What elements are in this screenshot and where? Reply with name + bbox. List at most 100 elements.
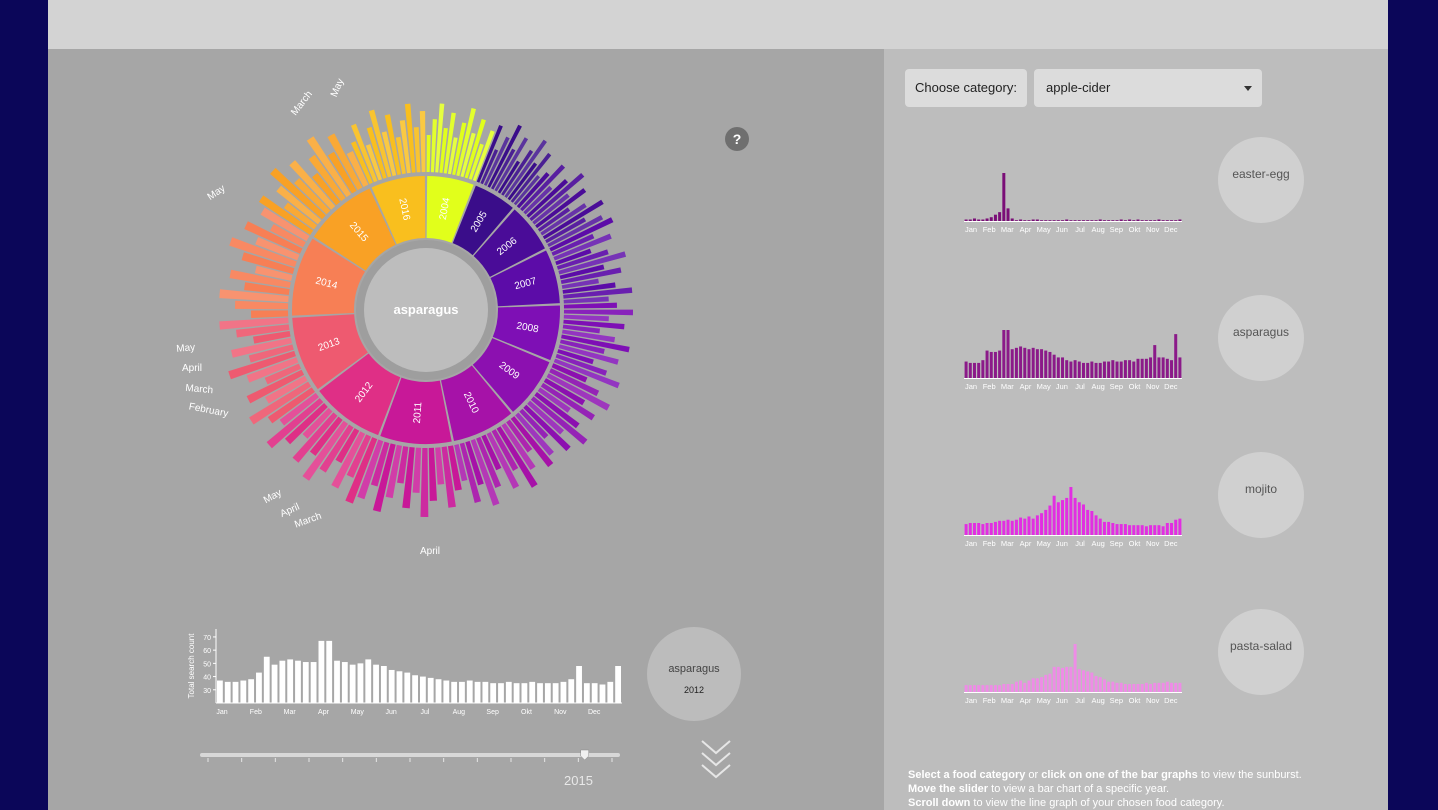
year-chart-bar: [513, 683, 520, 703]
mini-chart-mojito[interactable]: Jan Feb Mar Apr May Jun Jul Aug Sep Okt Nov Dec: [954, 451, 1194, 561]
mini-chart-easter-egg[interactable]: Jan Feb Mar Apr May Jun Jul Aug Sep Okt Nov Dec: [954, 137, 1194, 247]
sunburst-month-segment: [395, 136, 406, 175]
mini-chart-bar: [1073, 360, 1077, 378]
mini-chart-bar: [1136, 219, 1140, 221]
mini-chart-bar: [1170, 682, 1174, 692]
mini-chart-bar: [1111, 681, 1115, 692]
mini-chart-bar: [1052, 495, 1056, 535]
mini-chart-bar: [1111, 360, 1115, 378]
sunburst-month-segment: [351, 141, 373, 185]
mini-chart-bar: [1119, 682, 1123, 692]
mini-chart-bar: [1048, 220, 1052, 221]
mini-chart-bar: [1052, 354, 1056, 378]
mini-chart-bar: [1002, 330, 1006, 378]
year-chart-month-label: Feb: [250, 709, 262, 716]
food-circle-mojito[interactable]: mojito: [1218, 452, 1304, 538]
year-summary-food: asparagus: [668, 663, 720, 675]
help-button[interactable]: ?: [725, 127, 749, 151]
mini-chart-bar: [1073, 497, 1077, 535]
sunburst-month-segment: [556, 249, 609, 270]
year-chart-bar: [560, 681, 567, 703]
app-window: 2004 2005 2006 2007 2008 2009 2010 2011 2012 2013…: [48, 0, 1388, 810]
sunburst-month-segment: [513, 174, 540, 206]
sunburst-month-segment: [456, 108, 476, 177]
food-circle-pasta-salad[interactable]: pasta-salad: [1218, 609, 1304, 695]
mini-chart-bar: [1115, 220, 1119, 221]
sunburst-month-segment: [404, 103, 416, 173]
sunburst-month-segment: [308, 154, 346, 202]
mini-chart-bar: [1132, 361, 1136, 378]
sunburst-month-segment: [276, 185, 322, 225]
sunburst-month-segment: [264, 363, 302, 385]
mini-chart-bar: [1027, 349, 1031, 378]
year-chart-ytick-label: 40: [203, 675, 211, 682]
year-chart-bar: [240, 680, 247, 703]
mini-chart-month-label: Feb: [983, 225, 996, 234]
mini-chart-month-label: Mar: [1001, 225, 1014, 234]
sunburst-month-segment: [506, 419, 533, 453]
mini-chart-month-label: Jan: [965, 382, 977, 391]
mini-chart-bar: [1065, 360, 1069, 378]
sunburst-month-segment: [253, 331, 291, 344]
mini-chart-bar: [1170, 220, 1174, 221]
mini-chart-month-label: Jun: [1056, 539, 1068, 548]
mini-chart-bar: [993, 351, 997, 378]
mini-chart-pasta-salad[interactable]: Jan Feb Mar Apr May Jun Jul Aug Sep Okt Nov Dec: [954, 608, 1194, 718]
mini-chart-month-label: Nov: [1146, 539, 1160, 548]
sunburst-center: [364, 248, 488, 372]
mini-chart-bar: [1107, 521, 1111, 535]
year-chart-bar: [404, 672, 411, 703]
year-chart-month-label: Mar: [284, 709, 297, 716]
mini-chart-bar: [981, 360, 985, 378]
year-chart-bar: [459, 681, 465, 703]
food-circle-label: pasta-salad: [1229, 639, 1293, 653]
sunburst-chart[interactable]: 2004200520062007200820092010201120122013…: [48, 49, 884, 609]
sunburst-month-segment: [435, 447, 445, 485]
mini-chart-bar: [1006, 519, 1010, 535]
mini-chart-bar: [1019, 680, 1023, 692]
mini-chart-bar: [977, 362, 981, 378]
mini-chart-bar: [964, 361, 968, 378]
food-circle-easter-egg[interactable]: easter-egg: [1218, 137, 1304, 223]
year-slider[interactable]: [198, 745, 628, 769]
mini-chart-month-label: Jul: [1075, 539, 1085, 548]
sunburst-month-segment: [523, 185, 553, 215]
mini-chart-bar: [1178, 682, 1182, 692]
sunburst-year-segment: [380, 377, 452, 444]
year-chart-bar: [576, 666, 582, 703]
mini-chart-bar: [1123, 360, 1127, 378]
mini-chart-month-label: Dec: [1164, 225, 1178, 234]
mini-chart-bar: [1010, 218, 1014, 221]
mini-chart-bar: [1077, 502, 1081, 535]
mini-chart-bar: [989, 351, 993, 378]
sunburst-month-segment: [241, 252, 295, 274]
mini-chart-bar: [998, 685, 1002, 692]
mini-chart-bar: [1069, 487, 1073, 535]
category-label: Choose category:: [905, 69, 1027, 107]
sunburst-month-segment: [426, 135, 431, 173]
sunburst-month-segment: [480, 149, 499, 185]
mini-chart-bar: [1128, 684, 1132, 692]
sunburst-year-segment: [292, 314, 368, 390]
year-chart-month-label: Apr: [318, 709, 330, 716]
top-bar: [48, 0, 1388, 49]
food-circle-asparagus[interactable]: asparagus: [1218, 295, 1304, 381]
sunburst-year-segment: [472, 338, 550, 412]
sunburst-month-segment: [472, 130, 495, 182]
mini-chart-bar: [1144, 526, 1148, 535]
sunburst-month-segment: [267, 387, 315, 424]
sunburst-year-label: 2004: [438, 196, 453, 220]
year-chart-bar: [412, 675, 418, 703]
year-chart-bar: [279, 660, 286, 703]
sunburst-month-segment: [559, 339, 605, 354]
year-chart-bar: [302, 662, 309, 703]
sunburst-month-segment: [504, 139, 547, 199]
scroll-down-chevron-icon[interactable]: [698, 737, 734, 781]
mini-chart-bar: [964, 219, 968, 221]
mini-chart-asparagus[interactable]: Jan Feb Mar Apr May Jun Jul Aug Sep Okt Nov Dec: [954, 294, 1194, 404]
mini-chart-bar: [1023, 347, 1027, 378]
category-select[interactable]: apple-cider: [1034, 69, 1262, 107]
mini-chart-bar: [1165, 358, 1169, 378]
year-chart-month-label: Aug: [453, 709, 466, 716]
mini-chart-month-label: May: [1037, 382, 1051, 391]
